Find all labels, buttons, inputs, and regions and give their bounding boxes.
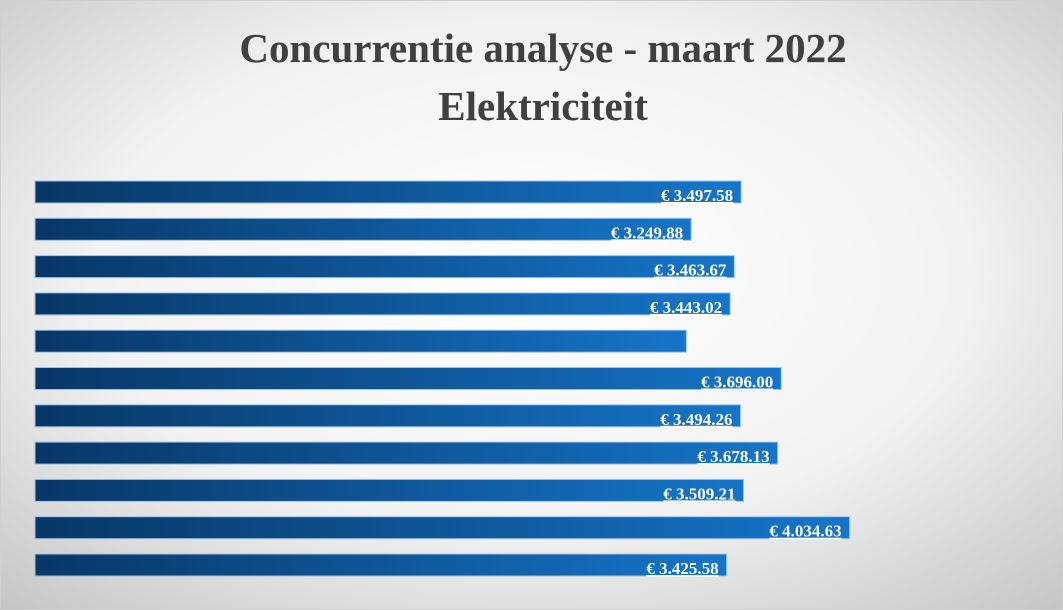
value-label: € 3.494.26: [660, 410, 732, 429]
bar: [34, 255, 735, 279]
bar: [34, 516, 851, 540]
bar: [34, 478, 745, 502]
chart-subtitle: Elektriciteit: [438, 83, 648, 129]
value-label: € 3.497.58: [661, 186, 733, 205]
value-label: € 3.509.21: [663, 484, 735, 503]
chart-title: Concurrentie analyse - maart 2022: [239, 25, 846, 71]
bar: [34, 180, 742, 204]
value-label: € 3.696.00: [701, 373, 773, 392]
bar: [34, 404, 741, 428]
value-label: € 3.443.02: [650, 298, 722, 317]
bar: [34, 367, 782, 390]
bar: [34, 217, 692, 241]
bar: [34, 292, 731, 316]
value-label: € 3.425.58: [646, 559, 718, 578]
value-label: € 3.678.13: [697, 447, 769, 466]
bar: [34, 441, 779, 465]
value-label: € 3.249.88: [611, 223, 683, 242]
value-label: € 4.034.63: [769, 522, 841, 541]
bar: [34, 329, 687, 353]
bar: [34, 553, 728, 577]
value-label: € 3.463.67: [654, 261, 727, 280]
